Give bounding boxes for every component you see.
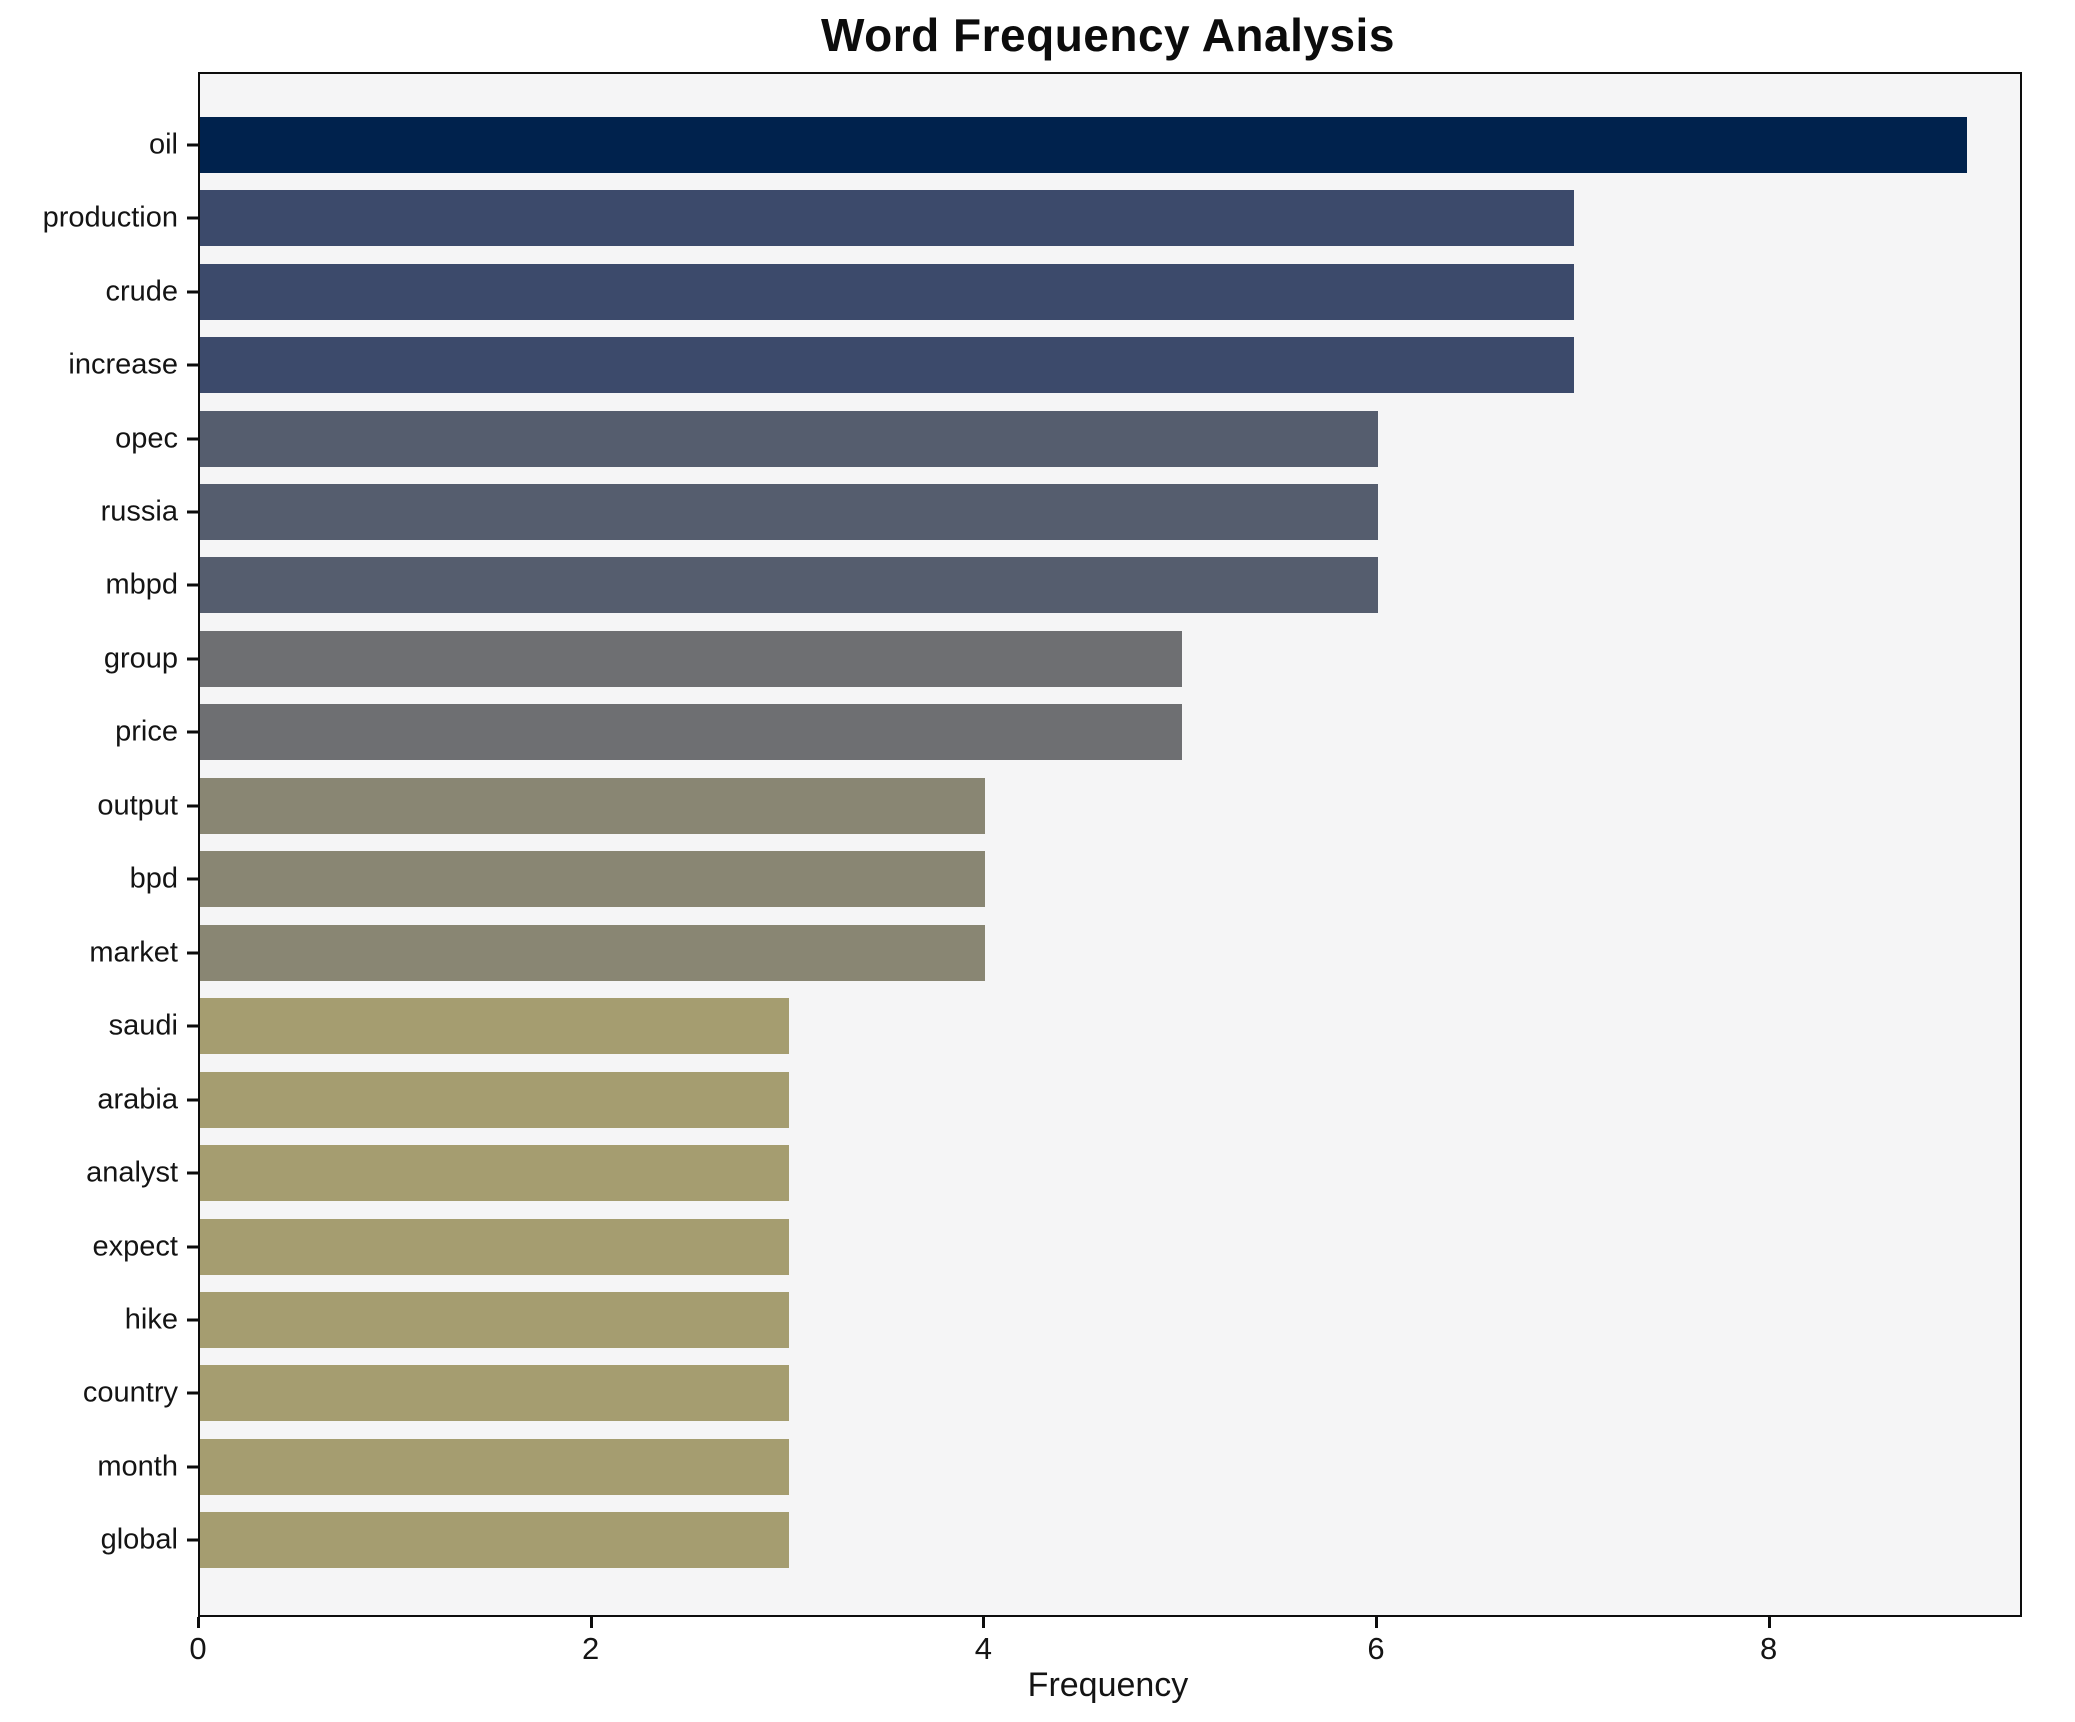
y-tick-mark (187, 583, 198, 587)
y-tick-mark (187, 510, 198, 514)
y-tick-label: group (103, 642, 178, 675)
y-tick-label: arabia (97, 1083, 178, 1116)
x-axis: 0 2 4 6 8 (189, 1617, 2018, 1677)
plot-area: oil production crude increase opec russia mbpd… (43, 72, 2022, 1617)
bars-container: oil production crude increase opec russia mbpd… (43, 74, 2020, 1615)
bar-row: market (89, 916, 2020, 989)
bar-arabia (200, 1071, 789, 1128)
y-tick-mark (187, 877, 198, 881)
y-tick-label: bpd (129, 862, 178, 895)
bar-hike (200, 1291, 789, 1348)
y-tick-mark (187, 657, 198, 661)
y-tick-mark (187, 1318, 198, 1322)
y-tick-mark (187, 1171, 198, 1175)
y-tick-label: opec (115, 422, 178, 455)
bar-month (200, 1438, 789, 1495)
y-tick-label: production (42, 201, 178, 234)
x-tick-label: 6 (1367, 1631, 1385, 1666)
x-tick-label: 4 (974, 1631, 992, 1666)
x-tick-mark (1374, 1617, 1378, 1628)
y-tick-mark (187, 1538, 198, 1542)
bar-row: price (115, 696, 2020, 769)
x-tick-mark (197, 1617, 200, 1628)
bar-row: arabia (97, 1063, 2020, 1136)
bar-row: saudi (109, 989, 2020, 1062)
bar-saudi (200, 998, 789, 1055)
bar-increase (200, 337, 1575, 394)
bar-row: country (83, 1357, 2020, 1430)
bar-crude (200, 263, 1575, 320)
y-tick-label: russia (100, 495, 178, 528)
y-tick-label: oil (148, 128, 178, 161)
bar-price (200, 704, 1182, 761)
y-tick-mark (187, 804, 198, 808)
y-tick-mark (187, 216, 198, 220)
y-tick-label: crude (105, 275, 178, 308)
bar-row: opec (115, 402, 2020, 475)
bar-market (200, 924, 986, 981)
x-tick-mark (1767, 1617, 1771, 1628)
y-tick-label: country (82, 1376, 178, 1409)
chart-title: Word Frequency Analysis (821, 9, 1395, 61)
y-tick-label: expect (92, 1230, 178, 1263)
bar-opec (200, 410, 1378, 467)
bar-row: production (43, 181, 2020, 254)
bar-row: oil (149, 108, 2020, 181)
y-tick-mark (187, 1098, 198, 1102)
bar-bpd (200, 851, 986, 908)
bar-mbpd (200, 557, 1378, 614)
bar-expect (200, 1218, 789, 1275)
bar-row: mbpd (105, 549, 2020, 622)
y-tick-label: market (89, 936, 178, 969)
bar-country (200, 1365, 789, 1422)
y-tick-label: increase (68, 348, 178, 381)
bar-row: crude (105, 255, 2020, 328)
y-tick-label: analyst (86, 1156, 178, 1189)
y-tick-mark (187, 951, 198, 955)
y-tick-mark (187, 1245, 198, 1249)
bar-row: russia (101, 475, 2020, 548)
x-axis-label: Frequency (1027, 1666, 1189, 1704)
bar-row: hike (125, 1283, 2020, 1356)
x-tick-mark (982, 1617, 986, 1628)
bar-analyst (200, 1145, 789, 1202)
x-tick-label: 2 (582, 1631, 600, 1666)
bar-output (200, 777, 986, 834)
y-tick-mark (187, 290, 198, 294)
bar-row: month (97, 1430, 2020, 1503)
y-tick-mark (187, 363, 198, 367)
y-tick-label: month (97, 1450, 178, 1483)
bar-row: analyst (86, 1136, 2020, 1209)
y-tick-mark (187, 143, 198, 147)
y-tick-label: hike (124, 1303, 178, 1336)
y-tick-mark (187, 437, 198, 441)
bar-row: global (101, 1504, 2020, 1577)
y-tick-label: output (97, 789, 178, 822)
bar-group (200, 630, 1182, 687)
y-tick-label: global (100, 1523, 178, 1556)
bar-oil (200, 116, 1967, 173)
y-tick-mark (187, 1465, 198, 1469)
bar-row: output (97, 769, 2020, 842)
x-tick-label: 8 (1760, 1631, 1778, 1666)
y-tick-label: saudi (108, 1009, 178, 1042)
x-tick-label: 0 (189, 1631, 207, 1666)
bar-row: group (104, 622, 2020, 695)
y-tick-label: mbpd (105, 568, 178, 601)
bar-russia (200, 483, 1378, 540)
bar-production (200, 190, 1575, 247)
y-tick-label: price (115, 715, 178, 748)
x-tick-mark (589, 1617, 593, 1628)
y-tick-mark (187, 730, 198, 734)
y-tick-mark (187, 1391, 198, 1395)
bar-global (200, 1512, 789, 1569)
bar-row: bpd (130, 843, 2020, 916)
bar-row: expect (93, 1210, 2020, 1283)
bar-row: increase (68, 328, 2020, 401)
y-tick-mark (187, 1024, 198, 1028)
